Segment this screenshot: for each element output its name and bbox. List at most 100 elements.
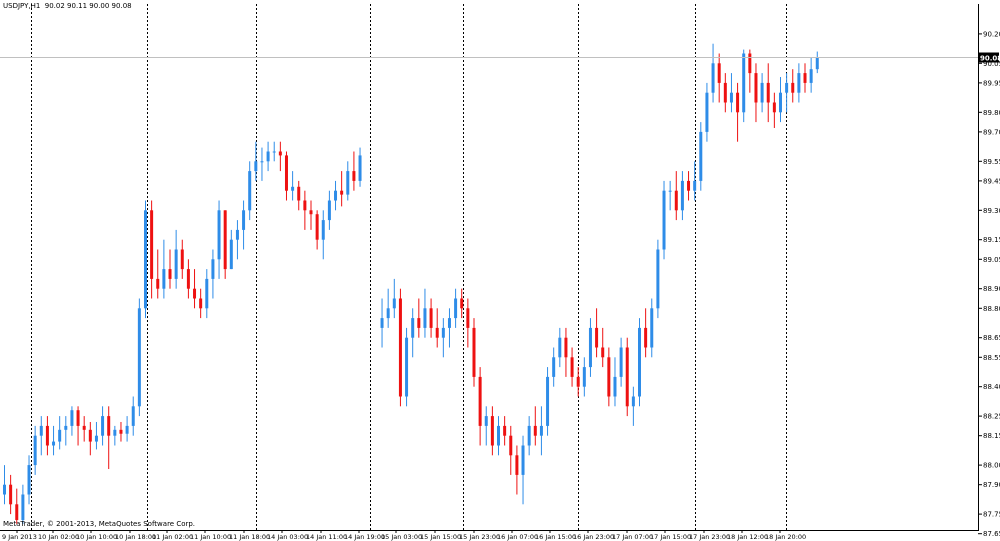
candle[interactable] <box>186 259 190 299</box>
candle[interactable] <box>45 416 49 456</box>
candle[interactable] <box>736 82 740 142</box>
candle[interactable] <box>156 249 160 299</box>
candle[interactable] <box>576 367 580 397</box>
candle[interactable] <box>70 406 74 436</box>
candle[interactable] <box>791 69 795 103</box>
candle[interactable] <box>358 147 362 187</box>
candle[interactable] <box>785 73 789 113</box>
candle[interactable] <box>242 200 246 250</box>
candle[interactable] <box>398 288 402 407</box>
candle[interactable] <box>539 406 543 456</box>
candle[interactable] <box>429 298 433 338</box>
candle[interactable] <box>515 445 519 495</box>
candle[interactable] <box>441 318 445 358</box>
candle[interactable] <box>447 308 451 348</box>
candle[interactable] <box>595 308 599 358</box>
candle[interactable] <box>248 161 252 221</box>
candle[interactable] <box>119 421 123 442</box>
candle[interactable] <box>27 455 31 505</box>
candle[interactable] <box>309 200 313 230</box>
candle[interactable] <box>392 278 396 319</box>
candle[interactable] <box>797 63 801 103</box>
candle[interactable] <box>778 77 782 123</box>
candle[interactable] <box>521 435 525 505</box>
candle[interactable] <box>772 92 776 128</box>
candle[interactable] <box>564 327 568 377</box>
candle[interactable] <box>466 298 470 348</box>
candle[interactable] <box>82 416 86 442</box>
candle[interactable] <box>15 488 19 524</box>
candle[interactable] <box>490 406 494 456</box>
candle[interactable] <box>405 327 409 407</box>
candle[interactable] <box>607 347 611 407</box>
candle[interactable] <box>315 210 319 250</box>
candle[interactable] <box>638 318 641 407</box>
candle[interactable] <box>674 171 678 221</box>
candle[interactable] <box>9 474 13 515</box>
candle[interactable] <box>631 386 635 426</box>
candle[interactable] <box>3 465 6 505</box>
candle[interactable] <box>484 406 488 446</box>
candle[interactable] <box>113 425 117 446</box>
candle[interactable] <box>211 249 215 299</box>
candle[interactable] <box>291 171 295 201</box>
candle[interactable] <box>346 161 350 201</box>
candle[interactable] <box>478 367 482 446</box>
candle[interactable] <box>205 269 209 319</box>
candle[interactable] <box>680 171 684 221</box>
candle[interactable] <box>533 406 537 446</box>
candle[interactable] <box>644 308 648 358</box>
candle[interactable] <box>423 288 427 338</box>
candle[interactable] <box>143 200 147 319</box>
candle[interactable] <box>558 327 562 368</box>
candle[interactable] <box>687 171 691 201</box>
candle[interactable] <box>656 239 660 319</box>
candle[interactable] <box>297 180 301 211</box>
candle[interactable] <box>193 269 197 309</box>
candle[interactable] <box>76 406 80 446</box>
candle[interactable] <box>386 288 390 328</box>
candle[interactable] <box>131 396 135 436</box>
candle[interactable] <box>380 298 384 348</box>
candle[interactable] <box>815 51 819 74</box>
candle[interactable] <box>760 73 764 113</box>
candle[interactable] <box>229 229 233 270</box>
candle[interactable] <box>497 416 501 456</box>
candle[interactable] <box>417 298 421 338</box>
candle[interactable] <box>582 357 586 397</box>
candle[interactable] <box>64 416 68 446</box>
candle[interactable] <box>168 249 172 289</box>
candle[interactable] <box>199 288 203 319</box>
candle[interactable] <box>527 416 531 456</box>
candle[interactable] <box>509 425 513 475</box>
candle[interactable] <box>454 288 458 328</box>
candle[interactable] <box>460 288 464 319</box>
candle[interactable] <box>235 220 239 260</box>
candle[interactable] <box>150 200 154 299</box>
candle[interactable] <box>284 151 288 201</box>
candle[interactable] <box>717 53 721 103</box>
candle[interactable] <box>742 49 746 123</box>
candle[interactable] <box>601 327 605 368</box>
candle[interactable] <box>668 180 672 211</box>
candle[interactable] <box>711 43 715 103</box>
candle[interactable] <box>162 239 166 299</box>
candle[interactable] <box>39 416 43 456</box>
candle[interactable] <box>766 63 770 123</box>
candle[interactable] <box>588 318 592 377</box>
candle[interactable] <box>754 63 758 123</box>
candle[interactable] <box>662 180 666 260</box>
candle[interactable] <box>266 141 270 172</box>
candle[interactable] <box>254 141 258 181</box>
candle[interactable] <box>303 190 307 230</box>
candle[interactable] <box>803 63 807 93</box>
candle[interactable] <box>411 308 415 358</box>
candle[interactable] <box>107 406 111 470</box>
candle[interactable] <box>723 73 727 113</box>
candle[interactable] <box>174 229 178 289</box>
candle[interactable] <box>699 122 703 191</box>
candle[interactable] <box>650 298 654 358</box>
candle[interactable] <box>125 416 129 442</box>
